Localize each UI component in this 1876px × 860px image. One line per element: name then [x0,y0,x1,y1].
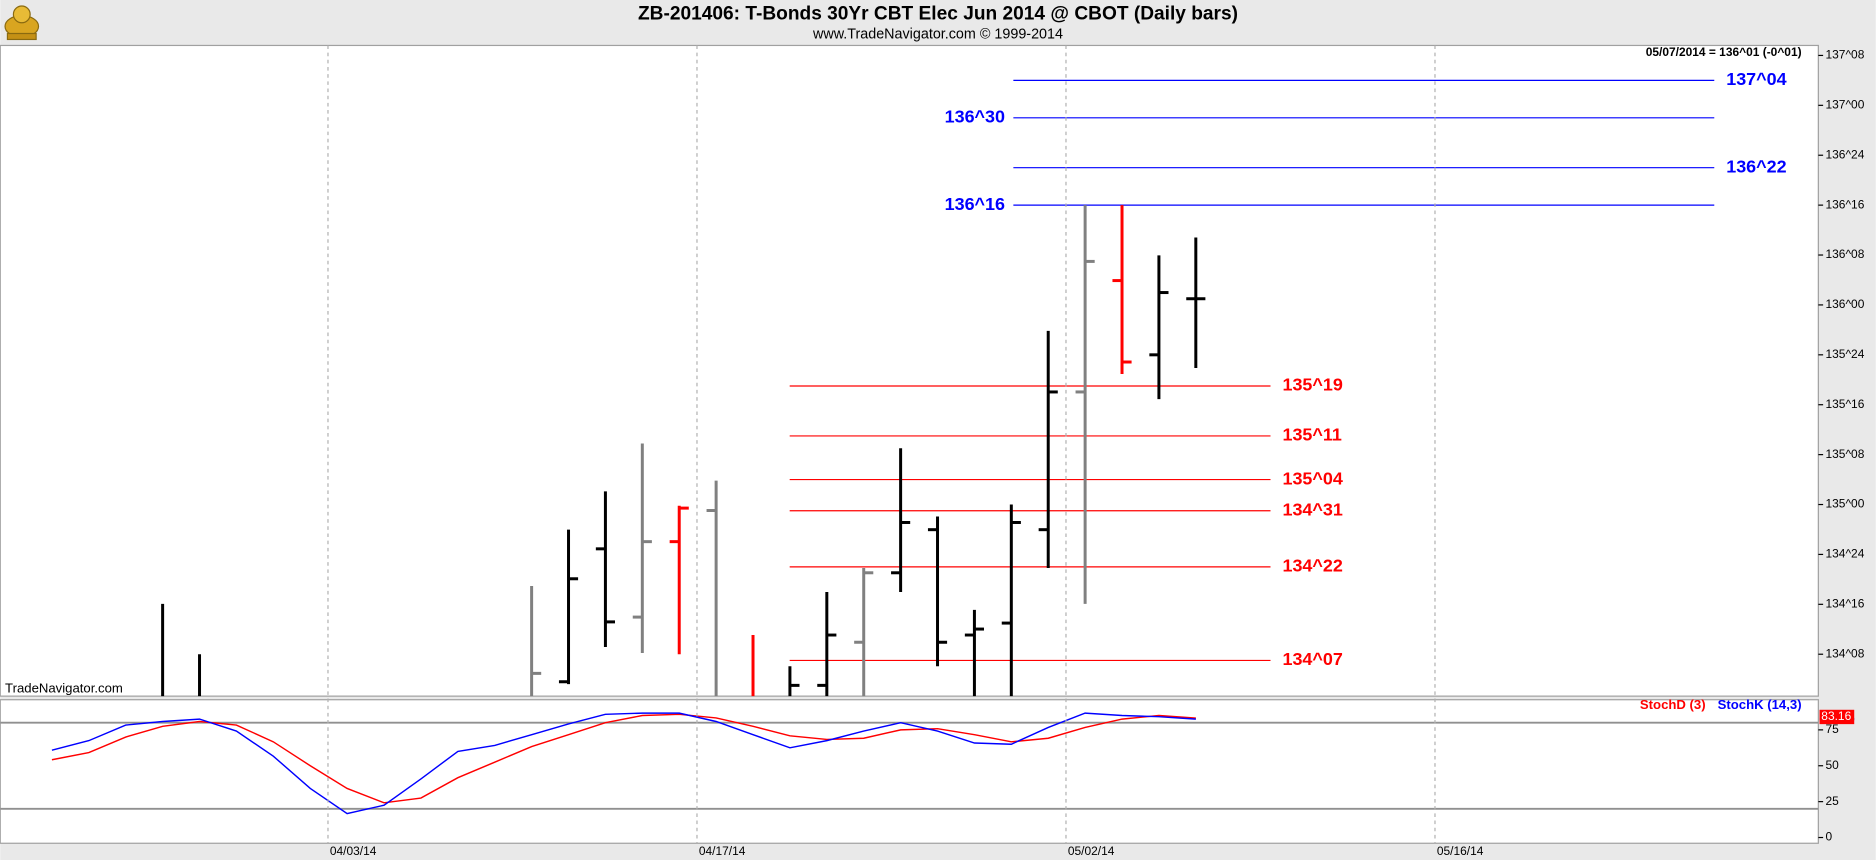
stoch-line [51,713,1196,804]
y-tick-label: 135^00 [1826,497,1865,511]
price-level-label: 136^30 [945,107,1005,127]
price-level-label: 134^07 [1282,649,1342,669]
y-tick-label: 137^08 [1826,48,1865,62]
y2-tick-label: 50 [1826,758,1840,772]
x-tick-label: 05/16/14 [1437,844,1484,858]
stoch-plot [0,712,1819,815]
price-level-label: 135^11 [1282,425,1341,445]
y-tick-label: 137^00 [1826,97,1865,111]
price-level-label: 137^04 [1726,69,1786,89]
logo [4,5,40,41]
last-value-box [1819,709,1855,725]
chart-subtitle: www.TradeNavigator.com © 1999-2014 [812,26,1063,42]
legend-entry: StochK (14,3) [1718,697,1802,712]
price-plot: 137^04 136^30 136^22 136^16 135^19 135^11 135^… [161,69,1787,697]
price-level-label: 134^22 [1282,556,1342,576]
legend-entry: StochD (3) [1640,697,1706,712]
last-value-label: 83.16 [1821,709,1851,723]
y-tick-label: 135^08 [1826,447,1865,461]
stoch-line [51,712,1196,815]
y2-tick-label: 75 [1826,722,1840,736]
price-level-label: 135^04 [1282,468,1342,488]
y-tick-label: 135^16 [1826,397,1865,411]
axes: 04/03/14 04/17/14 05/02/14 05/16/14 137^08 13… [327,45,1865,858]
watermark: TradeNavigator.com [5,680,123,695]
y-tick-label: 134^08 [1826,646,1865,660]
price-level-label: 135^19 [1282,375,1342,395]
last-price-annotation: 05/07/2014 = 136^01 (-0^01) [1646,45,1802,59]
y-tick-label: 135^24 [1826,347,1865,361]
price-panel [0,44,1819,697]
y2-tick-label: 0 [1826,830,1833,844]
price-level-label: 134^31 [1282,499,1342,519]
x-tick-label: 04/17/14 [699,844,746,858]
y-tick-label: 136^24 [1826,147,1865,161]
price-level-label: 136^16 [945,194,1005,214]
y-tick-label: 136^16 [1826,197,1865,211]
x-tick-label: 05/02/14 [1068,844,1115,858]
y-tick-label: 136^00 [1826,297,1865,311]
price-level-label: 136^22 [1726,156,1786,176]
y-tick-label: 134^24 [1826,547,1865,561]
y2-tick-label: 25 [1826,794,1840,808]
y-tick-label: 134^16 [1826,596,1865,610]
chart-title: ZB-201406: T-Bonds 30Yr CBT Elec Jun 201… [638,3,1238,24]
x-tick-label: 04/03/14 [330,844,377,858]
stoch-panel [0,699,1819,844]
y-tick-label: 136^08 [1826,247,1865,261]
